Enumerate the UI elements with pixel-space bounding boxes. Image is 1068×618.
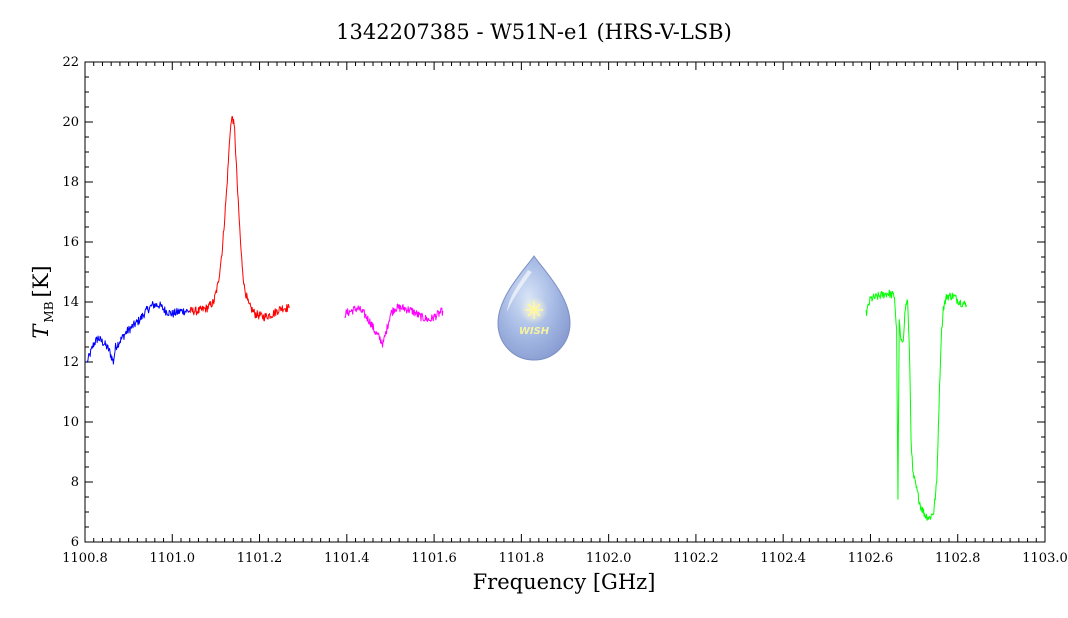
x-tick-label: 1102.0 <box>586 551 632 566</box>
y-tick-label: 12 <box>62 355 79 370</box>
x-tick-label: 1102.2 <box>673 551 719 566</box>
y-tick-label: 8 <box>71 475 79 490</box>
y-axis-label-subscript: MB <box>42 301 56 322</box>
y-axis-label-symbol: T <box>29 323 53 339</box>
x-tick-label: 1102.4 <box>760 551 806 566</box>
y-axis-label: TMB [K] <box>29 265 56 338</box>
y-tick-label: 6 <box>71 535 79 550</box>
x-tick-label: 1100.8 <box>62 551 108 566</box>
x-tick-label: 1101.0 <box>150 551 196 566</box>
y-tick-label: 18 <box>62 175 79 190</box>
y-tick-labels: 6 8 10 12 14 16 18 20 22 <box>62 55 79 550</box>
series-line-2 <box>344 303 444 348</box>
logo-text: WISH <box>519 326 550 337</box>
x-tick-label: 1102.6 <box>848 551 894 566</box>
plot-frame <box>84 61 1046 543</box>
y-axis-label-unit: [K] <box>29 265 53 297</box>
star-icon <box>525 301 543 319</box>
y-tick-label: 22 <box>62 55 79 70</box>
x-axis-label: Frequency [GHz] <box>473 570 656 594</box>
x-tick-label: 1101.2 <box>237 551 283 566</box>
chart-title: 1342207385 - W51N-e1 (HRS-V-LSB) <box>336 20 732 44</box>
series-line-0 <box>86 300 191 365</box>
drop-highlight <box>507 270 532 312</box>
y-tick-label: 14 <box>62 295 79 310</box>
x-tick-labels: 1100.8 1101.0 1101.2 1101.4 1101.6 1101.8 1102… <box>62 551 1068 566</box>
wish-logo: WISH <box>497 255 571 361</box>
x-tick-label: 1101.6 <box>411 551 457 566</box>
x-tick-label: 1102.8 <box>935 551 981 566</box>
x-tick-label: 1103.0 <box>1022 551 1068 566</box>
y-tick-label: 20 <box>62 115 79 130</box>
x-tick-label: 1101.4 <box>324 551 370 566</box>
y-tick-label: 10 <box>62 415 79 430</box>
series-group <box>86 116 967 521</box>
series-line-1 <box>189 116 290 322</box>
y-tick-label: 16 <box>62 235 79 250</box>
series-line-3 <box>865 289 967 521</box>
x-tick-label: 1101.8 <box>499 551 545 566</box>
